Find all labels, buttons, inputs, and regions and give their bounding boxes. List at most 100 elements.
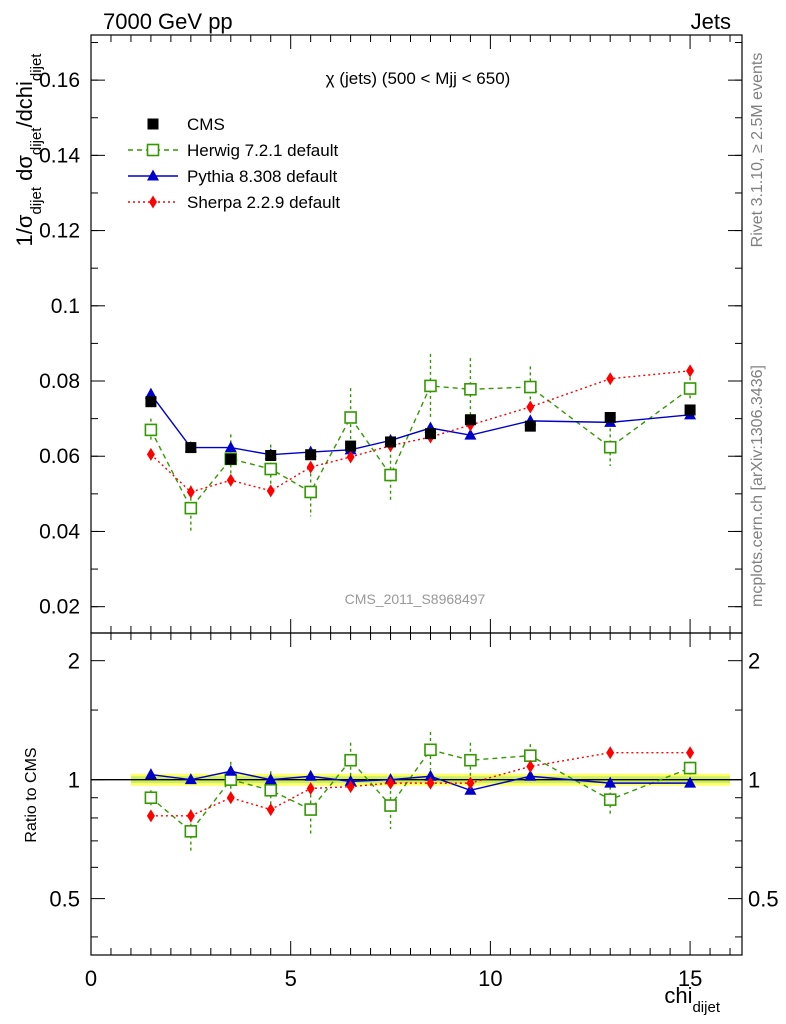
legend-pythia-marker — [147, 169, 159, 181]
main-herwig-line — [150, 385, 691, 510]
y-tick-label: 0.04 — [39, 520, 80, 543]
y-tick-label: 0.08 — [39, 370, 80, 393]
ratio-sherpa-point — [186, 809, 195, 823]
svg-text:1/σdijet dσdijet/dchidijet: 1/σdijet dσdijet/dchidijet — [12, 53, 45, 247]
main-herwig-point — [384, 468, 397, 482]
ratio-y-tick-label-right: 0.5 — [748, 887, 779, 912]
ratio-pythia-line — [150, 770, 691, 791]
ratio-y-tick-label: 0.5 — [49, 887, 80, 912]
ratio-herwig-line — [150, 748, 691, 833]
main-sherpa-point — [526, 400, 535, 414]
ratio-herwig-point — [264, 783, 278, 797]
ratio-herwig-point — [424, 743, 437, 757]
legend-herwig-marker — [146, 143, 160, 157]
ratio-herwig-point — [184, 825, 198, 838]
ratio-pythia-point — [424, 769, 437, 781]
main-herwig-point — [603, 440, 617, 454]
main-sherpa-point — [186, 485, 195, 499]
main-sherpa-point — [146, 447, 155, 461]
main-herwig-point — [683, 382, 697, 395]
ratio-herwig-point — [304, 803, 317, 816]
legend-herwig-label: Herwig 7.2.1 default — [187, 141, 338, 160]
main-sherpa-point — [266, 484, 275, 498]
main-cms-point — [385, 436, 397, 448]
legend-pythia-label: Pythia 8.308 default — [187, 167, 338, 186]
ratio-herwig-point — [344, 753, 357, 767]
ratio-pythia-point — [684, 776, 697, 788]
ratio-pythia-point — [224, 764, 237, 776]
main-sherpa-line — [150, 370, 691, 493]
ratio-herwig-point — [224, 773, 238, 786]
x-tick-label: 10 — [478, 966, 502, 991]
main-herwig-point — [424, 379, 437, 393]
legend-cms-label: CMS — [187, 115, 225, 134]
y-tick-label: 0.06 — [39, 445, 80, 468]
main-cms-point — [684, 404, 696, 416]
ratio-herwig-point — [603, 793, 617, 806]
x-tick-label: 5 — [285, 966, 297, 991]
main-sherpa-point — [346, 450, 355, 464]
main-herwig-point — [304, 485, 317, 499]
main-herwig-point — [524, 380, 537, 394]
main-pythia-point — [464, 428, 477, 440]
ratio-sherpa-point — [426, 776, 435, 790]
ratio-y-tick-label-right: 1 — [748, 768, 760, 793]
ratio-sherpa-point — [146, 809, 155, 823]
main-cms-point — [464, 414, 476, 426]
ratio-sherpa-point — [686, 746, 695, 760]
x-tick-label: 15 — [678, 966, 702, 991]
x-tick-label: 0 — [85, 966, 97, 991]
main-herwig-point — [184, 501, 198, 515]
y-tick-label: 0.12 — [39, 220, 80, 243]
main-pythia-point — [224, 441, 237, 453]
main-y-axis-label: 1/σdijet dσdijet/dchidijet — [12, 53, 45, 247]
main-sherpa-point — [606, 372, 615, 386]
legend-cms-marker — [147, 118, 159, 130]
main-pythia-point — [144, 387, 157, 399]
ratio-sherpa-point — [306, 781, 315, 795]
y-tick-label: 0.16 — [39, 69, 80, 92]
main-herwig-point — [144, 423, 158, 437]
y-tick-label: 0.14 — [39, 144, 80, 167]
main-cms-point — [524, 420, 536, 432]
main-herwig-point — [264, 462, 278, 476]
watermark: CMS_2011_S8968497 — [345, 591, 486, 607]
main-herwig-point — [344, 411, 357, 424]
ratio-sherpa-point — [346, 780, 355, 794]
main-cms-point — [424, 428, 436, 440]
main-cms-point — [604, 411, 616, 423]
y-tick-label: 0.1 — [51, 295, 80, 318]
ratio-pythia-point — [144, 768, 157, 780]
main-sherpa-point — [226, 473, 235, 487]
ratio-herwig-point — [524, 749, 537, 762]
main-cms-point — [345, 440, 357, 452]
y-tick-label: 0.02 — [39, 596, 80, 619]
main-plot-title: χ (jets) (500 < Mjj < 650) — [326, 69, 511, 88]
main-cms-point — [145, 396, 157, 408]
main-cms-point — [305, 449, 317, 461]
ratio-pythia-point — [184, 773, 197, 785]
x-axis-label: chidijet — [664, 983, 720, 1016]
ratio-sherpa-point — [266, 803, 275, 817]
ratio-sherpa-point — [606, 746, 615, 760]
ratio-herwig-point — [144, 791, 158, 805]
main-sherpa-point — [686, 364, 695, 378]
header-energy-label: 7000 GeV pp — [103, 9, 233, 34]
main-sherpa-point — [306, 460, 315, 474]
main-cms-point — [225, 453, 237, 465]
ratio-pythia-point — [264, 773, 277, 785]
ratio-plot-frame — [90, 632, 743, 956]
ratio-sherpa-point — [386, 776, 395, 790]
main-herwig-point — [464, 382, 477, 396]
ratio-herwig-point — [384, 799, 397, 812]
ratio-sherpa-point — [466, 776, 475, 790]
ratio-sherpa-point — [226, 791, 235, 805]
ratio-pythia-point — [524, 769, 537, 781]
main-cms-point — [265, 449, 277, 461]
main-pythia-line — [150, 393, 691, 456]
ratio-y-tick-label-right: 2 — [748, 649, 760, 674]
ratio-y-tick-label: 1 — [68, 768, 80, 793]
side-label-rivet: Rivet 3.1.10, ≥ 2.5M events — [749, 53, 766, 248]
ratio-y-tick-label: 2 — [68, 649, 80, 674]
